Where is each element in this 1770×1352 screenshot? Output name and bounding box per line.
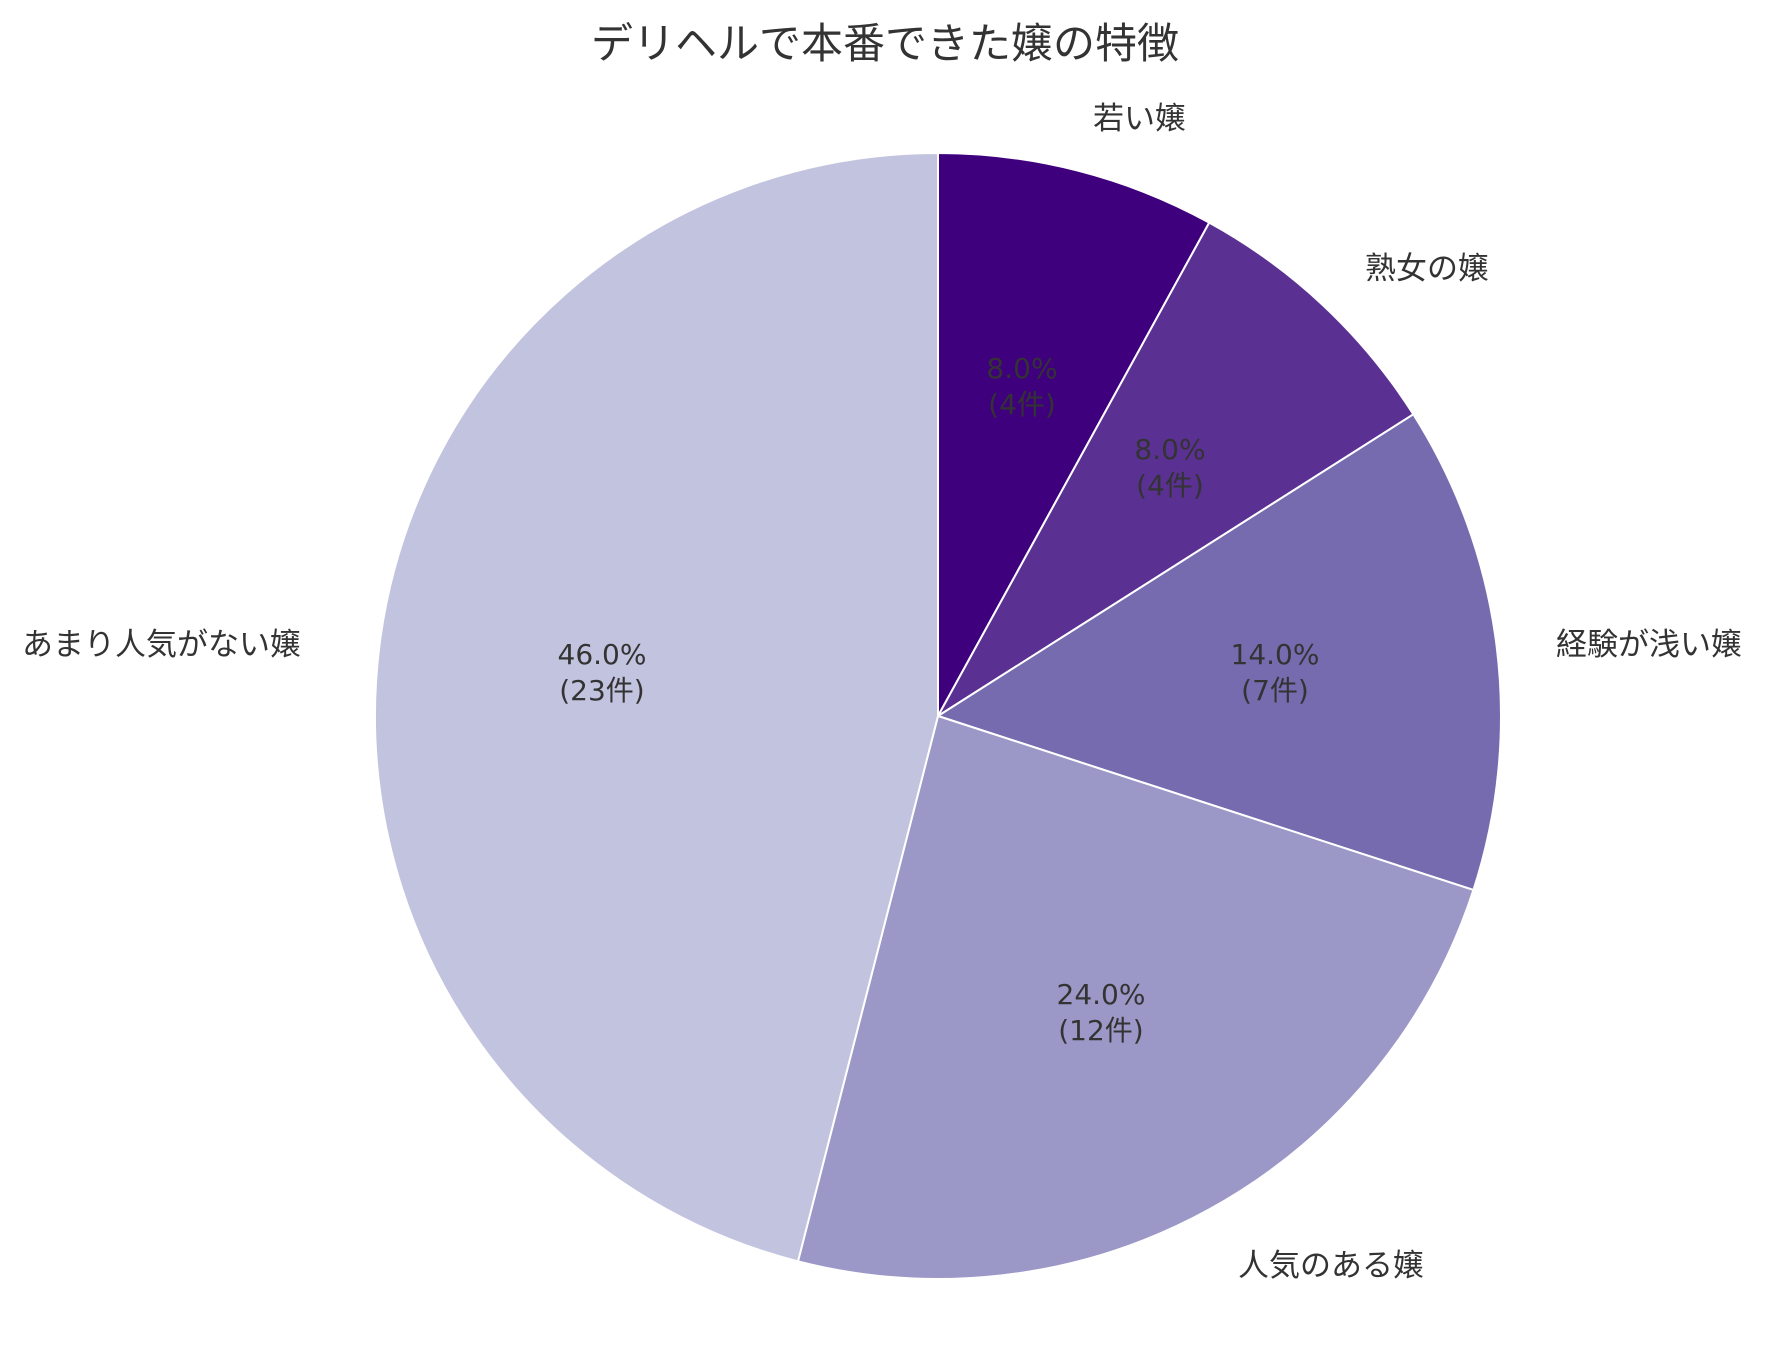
slice-value-mature: 8.0% (4件) bbox=[1134, 432, 1205, 504]
pie-slice bbox=[935, 412, 1502, 892]
slice-count-popular: (12件) bbox=[1058, 1014, 1144, 1047]
slice-value-young: 8.0% (4件) bbox=[986, 351, 1057, 423]
slice-label-inexperienced: 経験が浅い嬢 bbox=[1556, 627, 1742, 663]
slice-pct-mature: 8.0% bbox=[1134, 433, 1206, 466]
slice-pct-young: 8.0% bbox=[986, 352, 1058, 385]
chart-title: デリヘルで本番できた嬢の特徴 bbox=[590, 19, 1179, 68]
pie-slices bbox=[374, 151, 1502, 1280]
slice-label-young: 若い嬢 bbox=[1093, 101, 1186, 137]
slice-value-unpopular: 46.0% (23件) bbox=[558, 637, 647, 709]
pie-slice bbox=[937, 151, 1211, 717]
slice-label-unpopular: あまり人気がない嬢 bbox=[22, 627, 301, 663]
slice-pct-unpopular: 46.0% bbox=[557, 638, 647, 671]
slice-count-mature: (4件) bbox=[1136, 469, 1204, 502]
slice-value-popular: 24.0% (12件) bbox=[1057, 977, 1146, 1049]
pie-slice bbox=[796, 714, 1475, 1280]
pie-slice bbox=[937, 221, 1415, 717]
pie-slice bbox=[374, 151, 939, 1263]
slice-pct-inexperienced: 14.0% bbox=[1230, 638, 1320, 671]
slice-label-popular: 人気のある嬢 bbox=[1238, 1248, 1424, 1284]
slice-pct-popular: 24.0% bbox=[1056, 978, 1146, 1011]
slice-count-unpopular: (23件) bbox=[559, 674, 645, 707]
slice-value-inexperienced: 14.0% (7件) bbox=[1231, 637, 1320, 709]
slice-label-mature: 熟女の嬢 bbox=[1365, 251, 1489, 287]
slice-count-young: (4件) bbox=[988, 388, 1056, 421]
slice-count-inexperienced: (7件) bbox=[1241, 674, 1309, 707]
